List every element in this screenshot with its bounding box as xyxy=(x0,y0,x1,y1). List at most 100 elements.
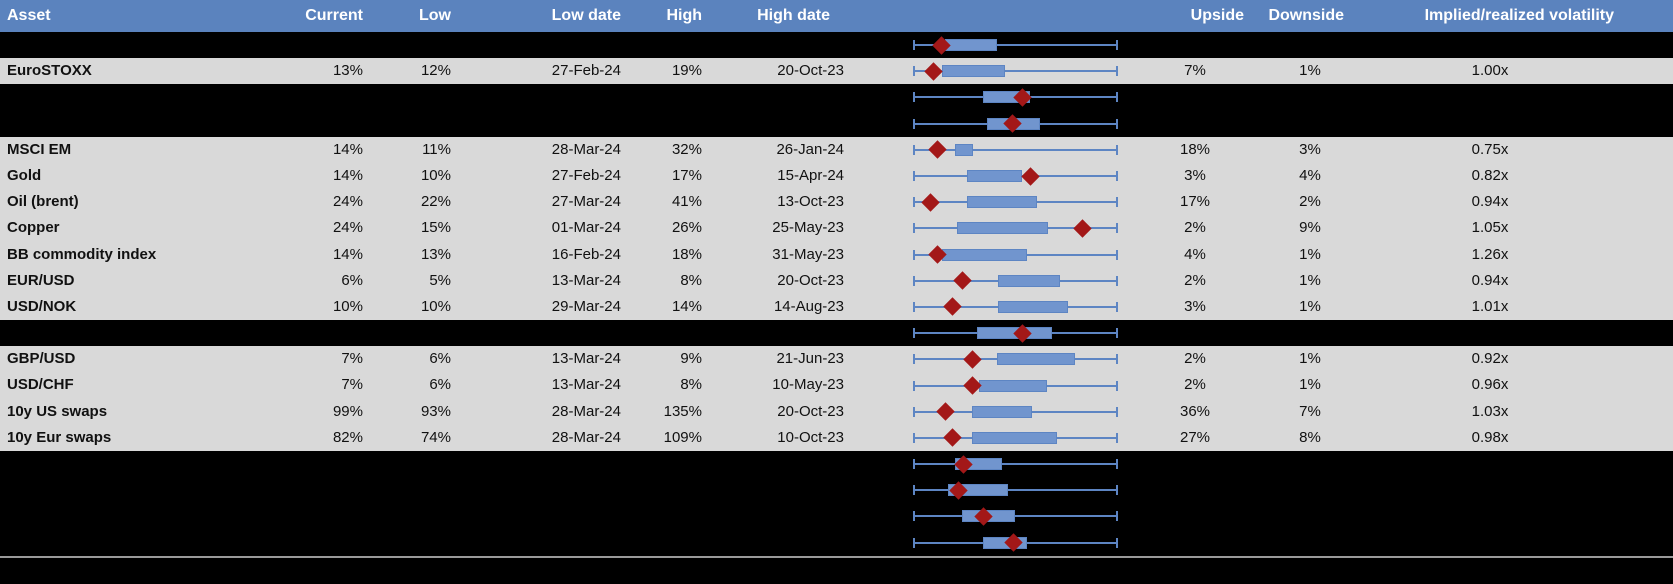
cell-asset[interactable]: Copper xyxy=(7,219,60,237)
cell-upside[interactable] xyxy=(1130,530,1260,556)
cell-implied-realized-volatility[interactable] xyxy=(1360,84,1620,110)
cell-high[interactable]: 135% xyxy=(663,402,702,420)
cell-low[interactable]: 74% xyxy=(420,428,451,446)
cell-high[interactable]: 14% xyxy=(671,297,702,315)
cell-high-date[interactable] xyxy=(706,84,848,110)
cell-current[interactable]: 6% xyxy=(341,271,363,289)
cell-upside[interactable]: 2% xyxy=(1184,350,1206,368)
cell-asset[interactable] xyxy=(0,477,285,503)
cell-downside[interactable]: 4% xyxy=(1299,166,1321,184)
cell-high-date[interactable]: 20-Oct-23 xyxy=(777,271,844,289)
col-header-downside[interactable]: Downside xyxy=(1268,7,1344,24)
cell-low-date[interactable] xyxy=(455,477,625,503)
cell-low-date[interactable]: 27-Feb-24 xyxy=(551,166,621,184)
cell-high-date[interactable]: 13-Oct-23 xyxy=(777,193,844,211)
cell-high-date[interactable]: 10-Oct-23 xyxy=(777,428,844,446)
col-header-high-date[interactable]: High date xyxy=(757,7,830,24)
cell-high-date[interactable] xyxy=(706,32,848,58)
cell-asset[interactable]: 10y US swaps xyxy=(7,402,108,420)
cell-high-date[interactable]: 15-Apr-24 xyxy=(777,166,844,184)
cell-asset[interactable]: EuroSTOXX xyxy=(7,62,92,80)
cell-low[interactable]: 6% xyxy=(429,350,451,368)
cell-implied-realized-volatility[interactable]: 1.05x xyxy=(1471,219,1509,237)
cell-current[interactable]: 82% xyxy=(332,428,363,446)
cell-low-date[interactable]: 27-Mar-24 xyxy=(551,193,621,211)
cell-high-date[interactable]: 10-May-23 xyxy=(772,376,844,394)
cell-implied-realized-volatility[interactable]: 0.94x xyxy=(1471,193,1509,211)
cell-low-date[interactable]: 01-Mar-24 xyxy=(551,219,621,237)
cell-low-date[interactable] xyxy=(455,503,625,529)
cell-high[interactable]: 32% xyxy=(671,140,702,158)
col-header-upside[interactable]: Upside xyxy=(1190,7,1244,24)
col-header-low[interactable]: Low xyxy=(419,7,451,24)
cell-low-date[interactable] xyxy=(455,84,625,110)
cell-downside[interactable] xyxy=(1260,320,1360,346)
cell-downside[interactable]: 1% xyxy=(1299,245,1321,263)
cell-high-date[interactable]: 31-May-23 xyxy=(772,245,844,263)
cell-implied-realized-volatility[interactable]: 0.96x xyxy=(1471,376,1509,394)
cell-current[interactable] xyxy=(285,84,367,110)
cell-low[interactable]: 12% xyxy=(420,62,451,80)
cell-upside[interactable]: 18% xyxy=(1179,140,1211,158)
cell-current[interactable]: 99% xyxy=(332,402,363,420)
cell-upside[interactable]: 27% xyxy=(1179,428,1211,446)
cell-downside[interactable]: 9% xyxy=(1299,219,1321,237)
cell-low[interactable] xyxy=(367,451,455,477)
cell-low-date[interactable]: 16-Feb-24 xyxy=(551,245,621,263)
cell-low-date[interactable]: 13-Mar-24 xyxy=(551,350,621,368)
cell-low[interactable]: 13% xyxy=(420,245,451,263)
col-header-low-date[interactable]: Low date xyxy=(551,7,621,24)
cell-upside[interactable] xyxy=(1130,84,1260,110)
cell-low[interactable]: 11% xyxy=(422,140,451,158)
cell-low[interactable]: 15% xyxy=(420,219,451,237)
cell-current[interactable] xyxy=(285,503,367,529)
cell-low[interactable]: 5% xyxy=(429,271,451,289)
cell-high[interactable]: 8% xyxy=(680,271,702,289)
col-header-asset[interactable]: Asset xyxy=(7,7,51,24)
cell-low-date[interactable] xyxy=(455,530,625,556)
cell-low-date[interactable]: 13-Mar-24 xyxy=(551,271,621,289)
cell-low[interactable] xyxy=(367,530,455,556)
cell-asset[interactable]: MSCI EM xyxy=(7,140,72,158)
cell-implied-realized-volatility[interactable]: 0.94x xyxy=(1471,271,1509,289)
cell-upside[interactable] xyxy=(1130,320,1260,346)
cell-upside[interactable] xyxy=(1130,503,1260,529)
cell-asset[interactable] xyxy=(0,530,285,556)
cell-low[interactable]: 93% xyxy=(420,402,451,420)
cell-current[interactable]: 13% xyxy=(332,62,363,80)
cell-high[interactable] xyxy=(625,111,706,137)
cell-implied-realized-volatility[interactable]: 0.98x xyxy=(1471,428,1509,446)
cell-upside[interactable]: 7% xyxy=(1184,62,1206,80)
cell-implied-realized-volatility[interactable] xyxy=(1360,320,1620,346)
cell-current[interactable] xyxy=(285,320,367,346)
cell-low[interactable]: 6% xyxy=(429,376,451,394)
cell-high[interactable]: 17% xyxy=(671,166,702,184)
cell-high[interactable]: 18% xyxy=(671,245,702,263)
cell-low-date[interactable] xyxy=(455,320,625,346)
cell-current[interactable] xyxy=(285,32,367,58)
cell-implied-realized-volatility[interactable]: 0.75x xyxy=(1471,140,1509,158)
cell-low[interactable] xyxy=(367,503,455,529)
cell-low-date[interactable] xyxy=(455,451,625,477)
cell-high[interactable]: 41% xyxy=(671,193,702,211)
cell-upside[interactable]: 3% xyxy=(1184,297,1206,315)
cell-asset[interactable]: EUR/USD xyxy=(7,271,75,289)
cell-asset[interactable] xyxy=(0,320,285,346)
cell-asset[interactable]: 10y Eur swaps xyxy=(7,428,112,446)
cell-implied-realized-volatility[interactable] xyxy=(1360,477,1620,503)
cell-upside[interactable]: 2% xyxy=(1184,271,1206,289)
cell-downside[interactable] xyxy=(1260,503,1360,529)
cell-low[interactable]: 10% xyxy=(420,297,451,315)
cell-low[interactable] xyxy=(367,111,455,137)
cell-high[interactable]: 9% xyxy=(680,350,702,368)
cell-implied-realized-volatility[interactable]: 1.01x xyxy=(1471,297,1509,315)
col-header-current[interactable]: Current xyxy=(305,7,363,24)
cell-upside[interactable] xyxy=(1130,32,1260,58)
cell-current[interactable]: 24% xyxy=(332,219,363,237)
cell-downside[interactable]: 1% xyxy=(1299,350,1321,368)
col-header-high[interactable]: High xyxy=(666,7,702,24)
cell-high-date[interactable]: 20-Oct-23 xyxy=(777,402,844,420)
cell-low[interactable]: 22% xyxy=(420,193,451,211)
cell-downside[interactable] xyxy=(1260,32,1360,58)
cell-downside[interactable] xyxy=(1260,84,1360,110)
